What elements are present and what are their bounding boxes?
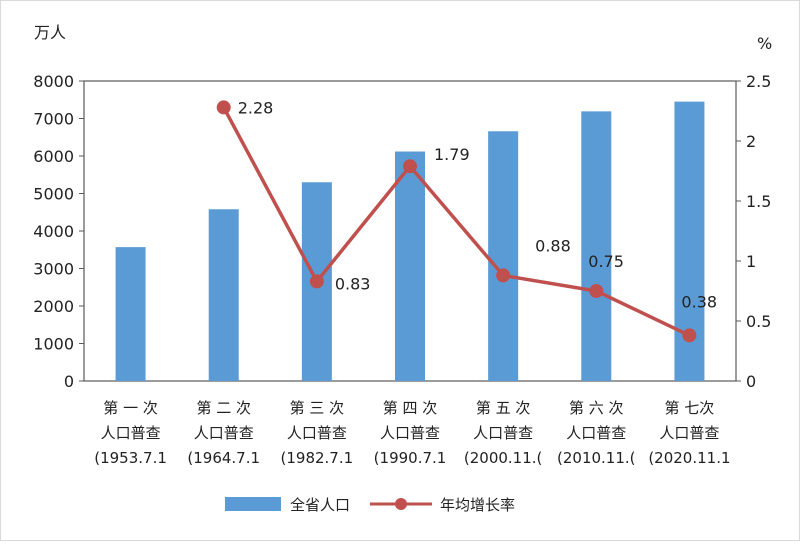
growth-rate-data-label: 0.75 (588, 252, 624, 271)
right-tick-label: 0 (746, 372, 756, 391)
growth-rate-point (216, 100, 231, 115)
right-tick-label: 1.5 (746, 192, 771, 211)
growth-rate-point (589, 284, 604, 298)
legend: 全省人口 年均增长率 (225, 496, 515, 514)
left-tick-label: 0 (64, 372, 74, 391)
growth-rate-data-label: 0.88 (535, 236, 571, 255)
population-bar (395, 151, 425, 381)
growth-rate-data-label: 0.83 (335, 274, 371, 293)
right-tick-label: 0.5 (746, 312, 771, 331)
growth-rate-point (309, 274, 324, 289)
growth-rate-line: 2.28 0.83 1.79 0.88 0.75 0.38 (216, 98, 717, 343)
legend-line-marker (395, 498, 407, 510)
left-tick-label: 2000 (33, 297, 74, 316)
left-axis-ticks: 0 1000 2000 3000 4000 5000 6000 7000 8000 (33, 72, 84, 391)
category-label: 人口普查 (380, 424, 440, 442)
category-label: 第 四 次 (383, 399, 438, 417)
category-label: 人口普查 (194, 424, 254, 442)
legend-line-label: 年均增长率 (440, 496, 515, 514)
right-tick-label: 2.5 (746, 72, 771, 91)
left-axis-unit: 万人 (34, 23, 66, 42)
left-tick-label: 5000 (33, 185, 74, 204)
category-label: 第 六 次 (569, 399, 624, 417)
category-label: (2020.11.1 (648, 449, 730, 467)
category-label: 人口普查 (659, 424, 719, 442)
population-bar (208, 209, 239, 381)
category-label: (2010.11.( (557, 449, 636, 467)
category-label: (2000.11.( (464, 449, 543, 467)
left-tick-label: 3000 (33, 260, 74, 279)
left-tick-label: 1000 (33, 335, 74, 354)
category-label: 人口普查 (101, 424, 161, 442)
category-label: (1982.7.1 (281, 449, 354, 467)
left-tick-label: 6000 (33, 147, 74, 166)
left-tick-label: 4000 (33, 222, 74, 241)
growth-rate-data-label: 1.79 (434, 145, 470, 164)
category-label: 人口普查 (287, 424, 347, 442)
category-label: 第 三 次 (290, 399, 345, 417)
category-label: 第 七次 (665, 399, 715, 417)
growth-rate-point (682, 328, 697, 343)
legend-bar-swatch (225, 497, 281, 511)
left-tick-label: 7000 (33, 110, 74, 129)
growth-rate-data-label: 0.38 (681, 292, 717, 311)
category-label: 第 二 次 (196, 399, 251, 417)
population-bar (115, 247, 146, 381)
population-bar (581, 111, 612, 381)
right-tick-label: 1 (746, 252, 756, 271)
left-tick-label: 8000 (33, 72, 74, 91)
category-label: (1990.7.1 (374, 449, 447, 467)
growth-rate-polyline (222, 106, 691, 337)
growth-rate-point (496, 268, 511, 283)
growth-rate-point (403, 159, 417, 174)
category-label: 第 一 次 (103, 399, 158, 417)
right-tick-label: 2 (746, 132, 756, 151)
right-axis-ticks: 0 0.5 1 1.5 2 2.5 (736, 72, 771, 391)
population-bar (488, 131, 519, 381)
growth-rate-data-label: 2.28 (238, 98, 274, 117)
category-label: 人口普查 (473, 424, 533, 442)
category-label: 人口普查 (566, 424, 626, 442)
legend-bar-label: 全省人口 (290, 496, 350, 514)
category-label: 第 五 次 (476, 399, 531, 417)
category-label: (1964.7.1 (187, 449, 260, 467)
right-axis-unit: % (757, 34, 772, 53)
category-label: (1953.7.1 (94, 449, 167, 467)
